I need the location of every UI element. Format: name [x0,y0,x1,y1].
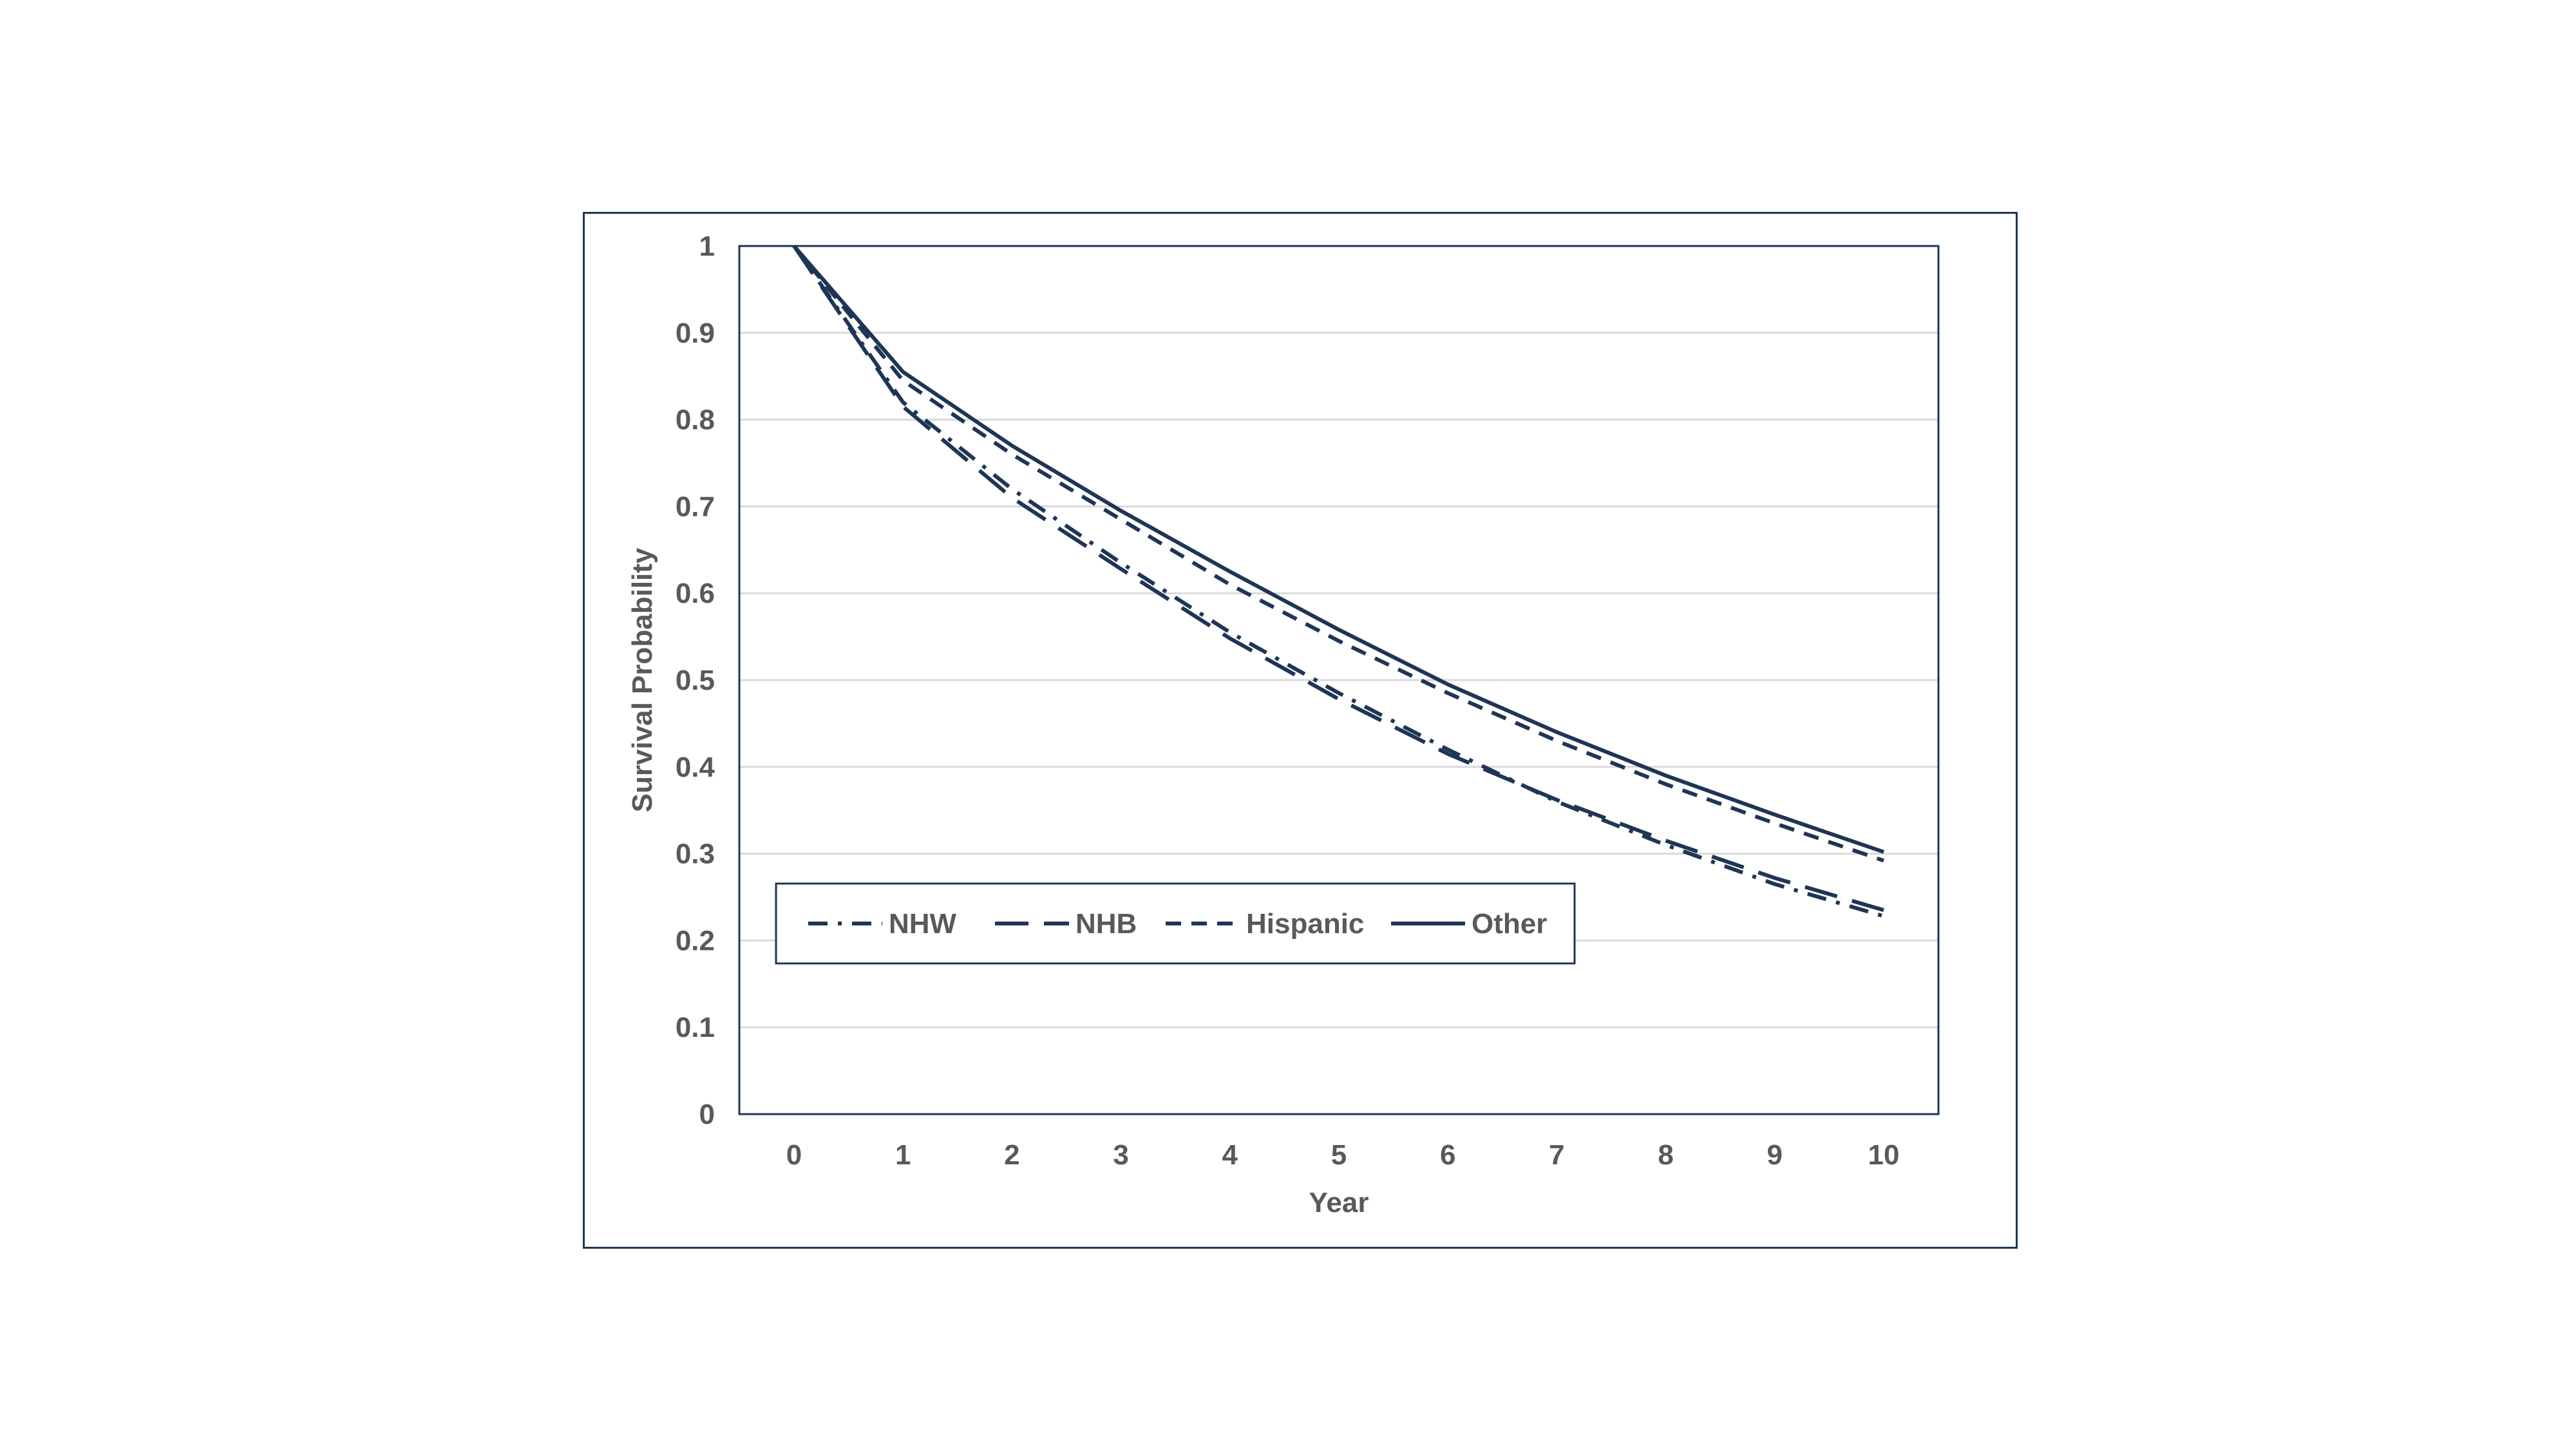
x-tick-label: 3 [1113,1139,1128,1171]
x-tick-label: 0 [786,1139,802,1171]
x-tick-label: 8 [1658,1139,1673,1171]
y-tick-label: 0 [699,1099,715,1130]
series-line-nhb [792,245,1884,913]
legend-label-hispanic: Hispanic [1246,908,1364,940]
legend-label-other: Other [1472,908,1547,940]
x-tick-label: 5 [1331,1139,1347,1171]
x-tick-label: 6 [1440,1139,1455,1171]
x-tick-label: 10 [1868,1139,1900,1171]
chart-frame [583,212,2018,1249]
gridlines [739,245,1938,1115]
plot-area [738,245,1940,1115]
y-tick-label: 0.1 [676,1012,715,1043]
x-tick-label: 9 [1767,1139,1783,1171]
legend-label-nhb: NHB [1075,908,1137,940]
x-axis-title: Year [1309,1187,1369,1218]
y-tick-label: 0.7 [676,491,715,522]
series-line-hispanic [792,245,1884,863]
y-axis-title: Survival Probability [627,547,658,812]
series-line-other [792,245,1884,854]
series-lines [792,245,1884,918]
y-tick-label: 0.5 [676,665,715,696]
y-tick-label: 0.3 [676,838,715,870]
y-tick-label: 0.4 [676,752,715,783]
legend: NHW NHB Hispanic Other [775,882,1576,965]
y-tick-labels: 0 0.1 0.2 0.3 0.4 0.5 0.6 0.7 0.8 0.9 1 [676,231,715,1130]
series-line-nhw [792,245,1884,918]
y-tick-label: 1 [699,231,715,262]
legend-label-nhw: NHW [889,908,957,940]
x-tick-label: 1 [895,1139,911,1171]
y-tick-label: 0.6 [676,578,715,609]
y-tick-label: 0.2 [676,925,715,956]
x-tick-labels: 0 1 2 3 4 5 6 7 8 9 10 [786,1139,1900,1171]
y-tick-label: 0.9 [676,317,715,349]
y-tick-label: 0.8 [676,404,715,436]
x-tick-label: 7 [1549,1139,1564,1171]
x-tick-label: 2 [1004,1139,1019,1171]
x-tick-label: 4 [1222,1139,1238,1171]
